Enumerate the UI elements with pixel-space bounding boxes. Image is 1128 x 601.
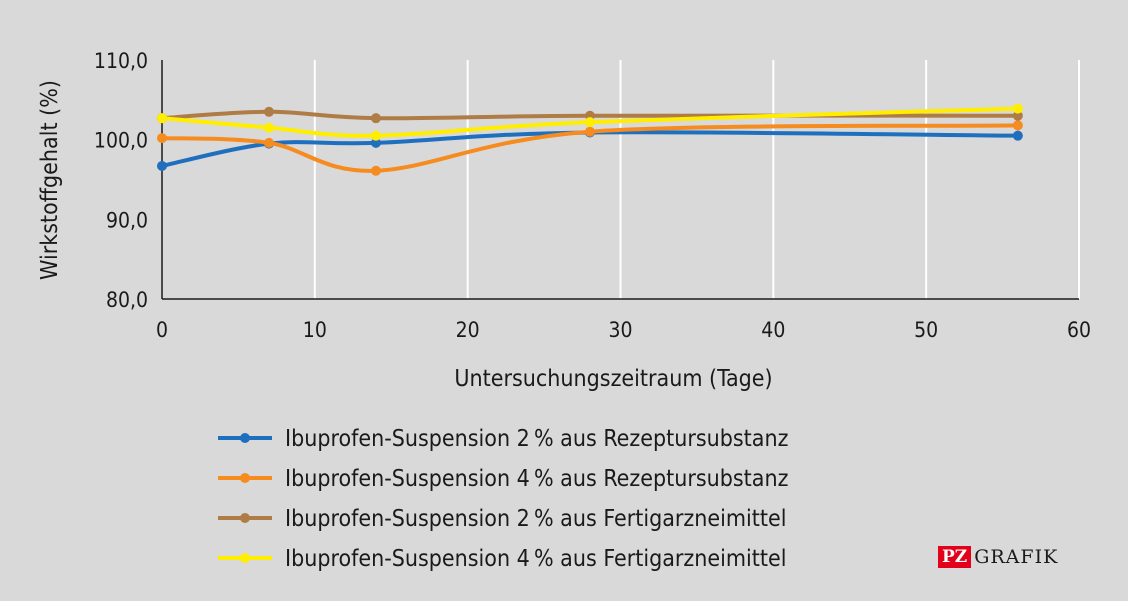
data-point (157, 133, 167, 144)
logo-grafik: GRAFIK (974, 546, 1059, 568)
logo-pz: PZ (938, 546, 972, 568)
data-point (1012, 103, 1023, 114)
data-point (370, 165, 381, 176)
y-tick-label: 80,0 (106, 288, 148, 312)
x-tick-label: 30 (608, 318, 632, 342)
data-point (584, 126, 595, 137)
legend-label: Ibuprofen-Suspension 4 % aus Fertigarzne… (285, 546, 786, 572)
x-tick-label: 10 (303, 318, 327, 342)
x-tick-label: 20 (456, 318, 480, 342)
data-point (370, 137, 381, 148)
legend-marker (240, 553, 250, 563)
x-tick-label: 40 (761, 318, 785, 342)
legend-label: Ibuprofen-Suspension 2 % aus Fertigarzne… (285, 506, 786, 532)
data-point (1012, 110, 1023, 121)
data-point (370, 130, 381, 141)
data-point (157, 160, 167, 171)
data-point (1012, 130, 1023, 141)
legend-marker (240, 513, 250, 523)
pz-grafik-logo: PZ GRAFIK (938, 546, 1058, 568)
data-point (263, 137, 274, 148)
legend-label: Ibuprofen-Suspension 2 % aus Rezeptursub… (285, 426, 788, 452)
series-line (161, 130, 1018, 168)
data-point (584, 117, 595, 128)
legend-label: Ibuprofen-Suspension 4 % aus Rezeptursub… (285, 466, 788, 492)
series-line (161, 106, 1018, 138)
y-tick-label: 90,0 (106, 208, 148, 232)
x-tick-label: 60 (1067, 318, 1091, 342)
data-point (1012, 120, 1023, 131)
legend-marker (240, 433, 250, 443)
y-tick-label: 110,0 (94, 49, 148, 73)
y-axis-title: Wirkstoffgehalt (%) (37, 80, 63, 280)
data-point (263, 122, 274, 133)
x-tick-label: 0 (156, 318, 168, 342)
y-tick-label: 100,0 (94, 129, 148, 153)
x-tick-label: 50 (914, 318, 938, 342)
data-point (157, 113, 167, 124)
series-line (161, 123, 1018, 173)
data-point (370, 113, 381, 124)
data-point (263, 106, 274, 117)
legend-marker (240, 473, 250, 483)
x-axis-title: Untersuchungszeitraum (Tage) (454, 366, 772, 392)
